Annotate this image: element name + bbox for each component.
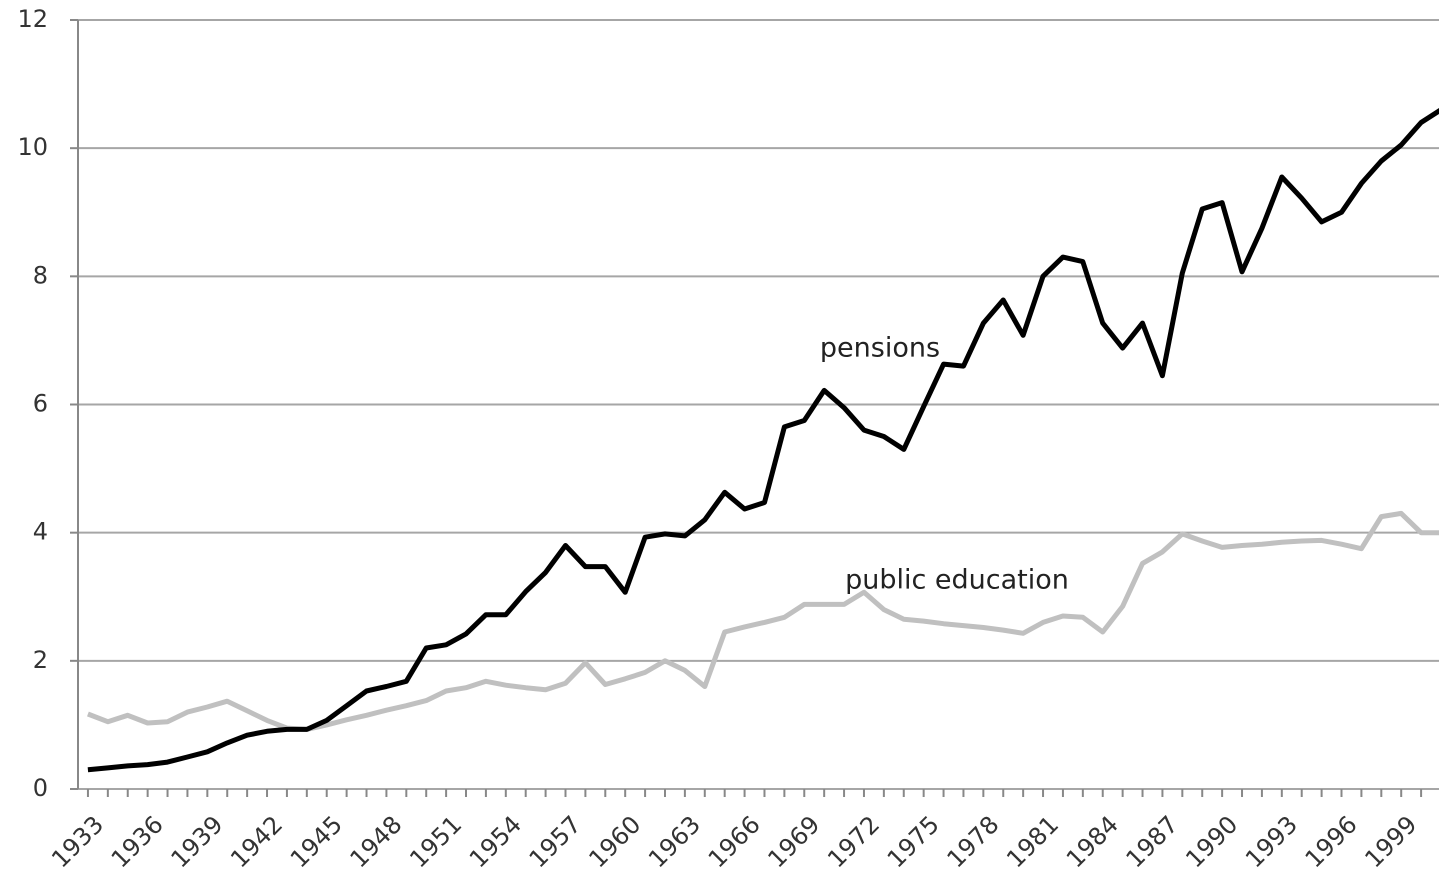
series-line	[86, 510, 1439, 732]
x-tick-label: 1984	[1061, 810, 1124, 873]
y-tick-label: 6	[33, 390, 48, 418]
x-tick-label: 1966	[703, 810, 766, 873]
x-tick-label: 1999	[1359, 810, 1422, 873]
x-tick-label: 1957	[524, 810, 587, 873]
y-tick-label: 8	[33, 261, 48, 289]
series-line	[87, 108, 1439, 773]
x-tick-label: 1981	[1001, 810, 1064, 873]
series-label: public education	[845, 565, 1069, 596]
x-tick-label: 1960	[583, 810, 646, 873]
x-tick-label: 1972	[822, 810, 885, 873]
x-tick-label: 1993	[1240, 810, 1303, 873]
x-tick-label: 1978	[942, 810, 1005, 873]
x-tick-label: 1990	[1180, 810, 1243, 873]
x-tick-label: 1996	[1300, 810, 1363, 873]
x-tick-label: 1963	[643, 810, 706, 873]
x-tick-label: 1951	[404, 810, 467, 873]
y-tick-label: 4	[33, 518, 48, 546]
x-tick-label: 1987	[1121, 810, 1184, 873]
y-tick-label: 0	[33, 774, 48, 802]
y-tick-label: 2	[33, 646, 48, 674]
x-tick-label: 1945	[285, 810, 348, 873]
y-tick-label: 10	[17, 133, 48, 161]
x-tick-label: 1936	[106, 810, 169, 873]
series-label: pensions	[820, 333, 940, 364]
x-tick-label: 1969	[762, 810, 825, 873]
x-tick-label: 1948	[345, 810, 408, 873]
x-tick-label: 1942	[225, 810, 288, 873]
y-tick-label: 12	[17, 5, 48, 33]
x-tick-label: 1939	[166, 810, 229, 873]
x-tick-label: 1954	[464, 810, 527, 873]
x-tick-label: 1975	[882, 810, 945, 873]
x-tick-label: 1933	[46, 810, 109, 873]
